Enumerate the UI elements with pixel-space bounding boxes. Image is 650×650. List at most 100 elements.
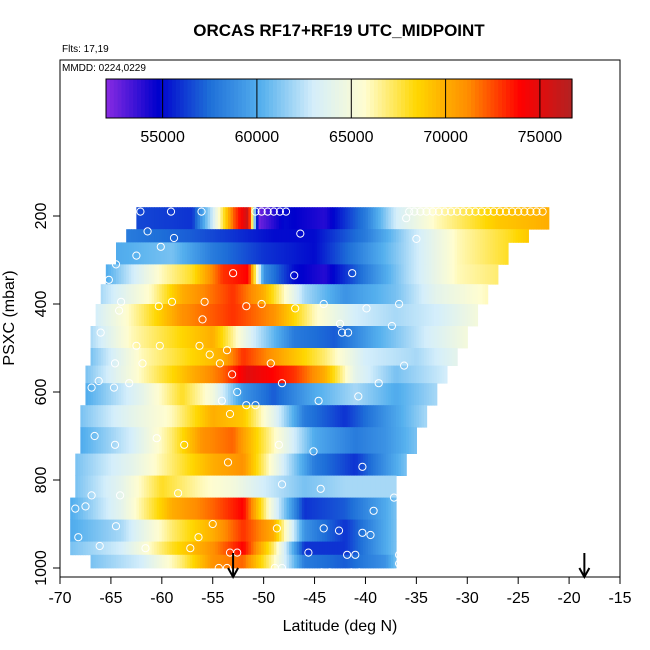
heatmap-cell — [322, 365, 326, 384]
x-tick-label: -65 — [99, 590, 122, 607]
heatmap-cell — [179, 453, 183, 476]
heatmap-cell — [284, 207, 288, 230]
colorbar-cell — [280, 79, 286, 118]
heatmap-cell — [228, 207, 232, 230]
colorbar-cell — [140, 79, 146, 118]
heatmap-cell — [347, 475, 351, 498]
heatmap-cell — [128, 405, 132, 428]
heatmap-cell — [105, 554, 109, 569]
heatmap-cell — [192, 242, 196, 265]
heatmap-cell — [467, 207, 471, 230]
heatmap-cell — [169, 284, 173, 305]
heatmap-cell — [449, 304, 453, 327]
heatmap-cell — [225, 242, 229, 265]
heatmap-cell — [228, 348, 232, 366]
data-point — [71, 504, 80, 513]
heatmap-cell — [286, 405, 290, 428]
heatmap-cell — [418, 326, 423, 349]
heatmap-cell — [205, 383, 209, 406]
heatmap-cell — [355, 348, 359, 366]
heatmap-cell — [329, 365, 333, 384]
heatmap-cell — [77, 541, 81, 556]
heatmap-cell — [240, 453, 244, 476]
heatmap-cell — [207, 229, 211, 243]
heatmap-cell — [418, 229, 423, 243]
heatmap-cell — [403, 453, 407, 476]
heatmap-cell — [248, 475, 252, 498]
heatmap-cell — [243, 284, 247, 305]
heatmap-cell — [334, 427, 339, 454]
heatmap-cell — [113, 475, 117, 498]
heatmap-cell — [263, 475, 267, 498]
heatmap-cell — [329, 475, 333, 498]
colorbar-cell — [249, 79, 255, 118]
heatmap-cell — [268, 405, 272, 428]
heatmap-cell — [169, 554, 173, 569]
heatmap-cell — [342, 497, 346, 520]
data-point — [198, 315, 207, 324]
heatmap-cell — [156, 365, 160, 384]
heatmap-cell — [388, 383, 392, 406]
heatmap-cell — [276, 242, 280, 265]
heatmap-cell — [284, 541, 288, 556]
x-tick-label: -15 — [608, 590, 631, 607]
heatmap-cell — [304, 453, 308, 476]
heatmap-cell — [337, 383, 341, 406]
data-point — [154, 302, 163, 311]
heatmap-cell — [253, 475, 257, 498]
heatmap-cell — [426, 284, 430, 305]
heatmap-cell — [276, 554, 280, 569]
heatmap-cell — [200, 519, 204, 542]
heatmap-cell — [294, 383, 298, 406]
heatmap-cell — [309, 365, 313, 384]
heatmap-cell — [263, 383, 267, 406]
heatmap-cell — [245, 475, 249, 498]
heatmap-cell — [184, 326, 188, 349]
heatmap-cell — [266, 304, 270, 327]
heatmap-cell — [243, 207, 247, 230]
heatmap-cell — [156, 326, 160, 349]
heatmap-cell — [368, 242, 372, 265]
colorbar-cell — [315, 79, 321, 118]
heatmap-cell — [485, 229, 489, 243]
heatmap-cell — [327, 284, 331, 305]
heatmap-cell — [146, 497, 150, 520]
heatmap-cell — [378, 405, 382, 428]
heatmap-cell — [238, 326, 242, 349]
heatmap-cell — [474, 304, 479, 327]
heatmap-cell — [340, 229, 344, 243]
heatmap-cell — [312, 405, 316, 428]
heatmap-cell — [373, 427, 377, 454]
heatmap-cell — [116, 383, 120, 406]
heatmap-cell — [113, 554, 117, 569]
heatmap-cell — [228, 383, 232, 406]
colorbar-cell — [525, 79, 530, 118]
heatmap-cell — [276, 427, 280, 454]
heatmap-cell — [383, 326, 387, 349]
heatmap-cell — [393, 365, 397, 384]
heatmap-cell — [360, 264, 364, 285]
heatmap-cell — [424, 326, 428, 349]
heatmap-cell — [187, 554, 191, 569]
heatmap-cell — [327, 383, 331, 406]
heatmap-cell — [225, 383, 229, 406]
heatmap-cell — [207, 326, 211, 349]
heatmap-cell — [123, 326, 127, 349]
heatmap-cell — [149, 453, 153, 476]
heatmap-cell — [197, 207, 201, 230]
heatmap-cell — [263, 453, 267, 476]
heatmap-cell — [304, 229, 308, 243]
heatmap-cell — [457, 304, 461, 327]
heatmap-cell — [291, 427, 295, 454]
heatmap-cell — [276, 519, 280, 542]
heatmap-cell — [380, 475, 384, 498]
heatmap-cell — [413, 304, 417, 327]
heatmap-cell — [434, 242, 438, 265]
heatmap-cell — [291, 326, 295, 349]
heatmap-cell — [306, 326, 311, 349]
heatmap-cell — [469, 304, 473, 327]
heatmap-cell — [342, 519, 346, 542]
data-point — [251, 207, 260, 216]
heatmap-cell — [388, 207, 392, 230]
heatmap-cell — [250, 348, 255, 366]
